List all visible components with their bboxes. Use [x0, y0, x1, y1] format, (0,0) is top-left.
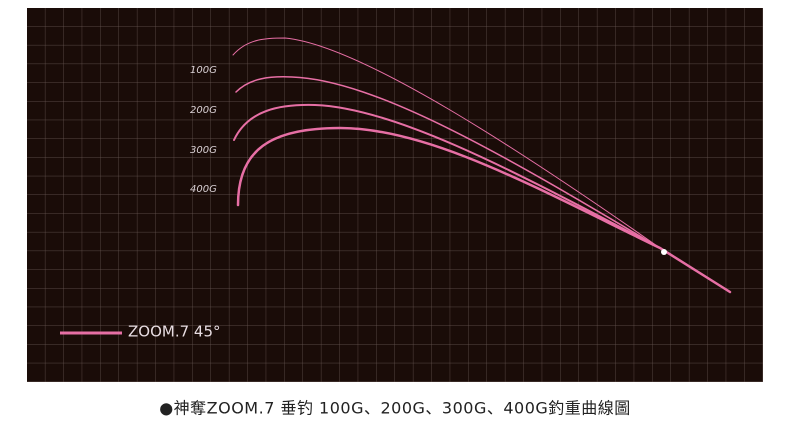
curve-400g: [236, 126, 732, 294]
weight-label: 100G: [190, 65, 217, 76]
weight-label: 400G: [190, 184, 217, 195]
tip-point: [661, 249, 667, 255]
grid: [27, 8, 763, 382]
curve-100g: [232, 37, 731, 293]
legend-label: ZOOM.7 45°: [128, 323, 221, 341]
curve-200g: [235, 76, 661, 249]
curve-300g: [233, 103, 661, 249]
weight-label: 300G: [190, 145, 217, 156]
weight-label: 200G: [190, 105, 217, 116]
caption: ●神奪ZOOM.7 垂钓 100G、200G、300G、400G釣重曲線圖: [159, 399, 631, 418]
